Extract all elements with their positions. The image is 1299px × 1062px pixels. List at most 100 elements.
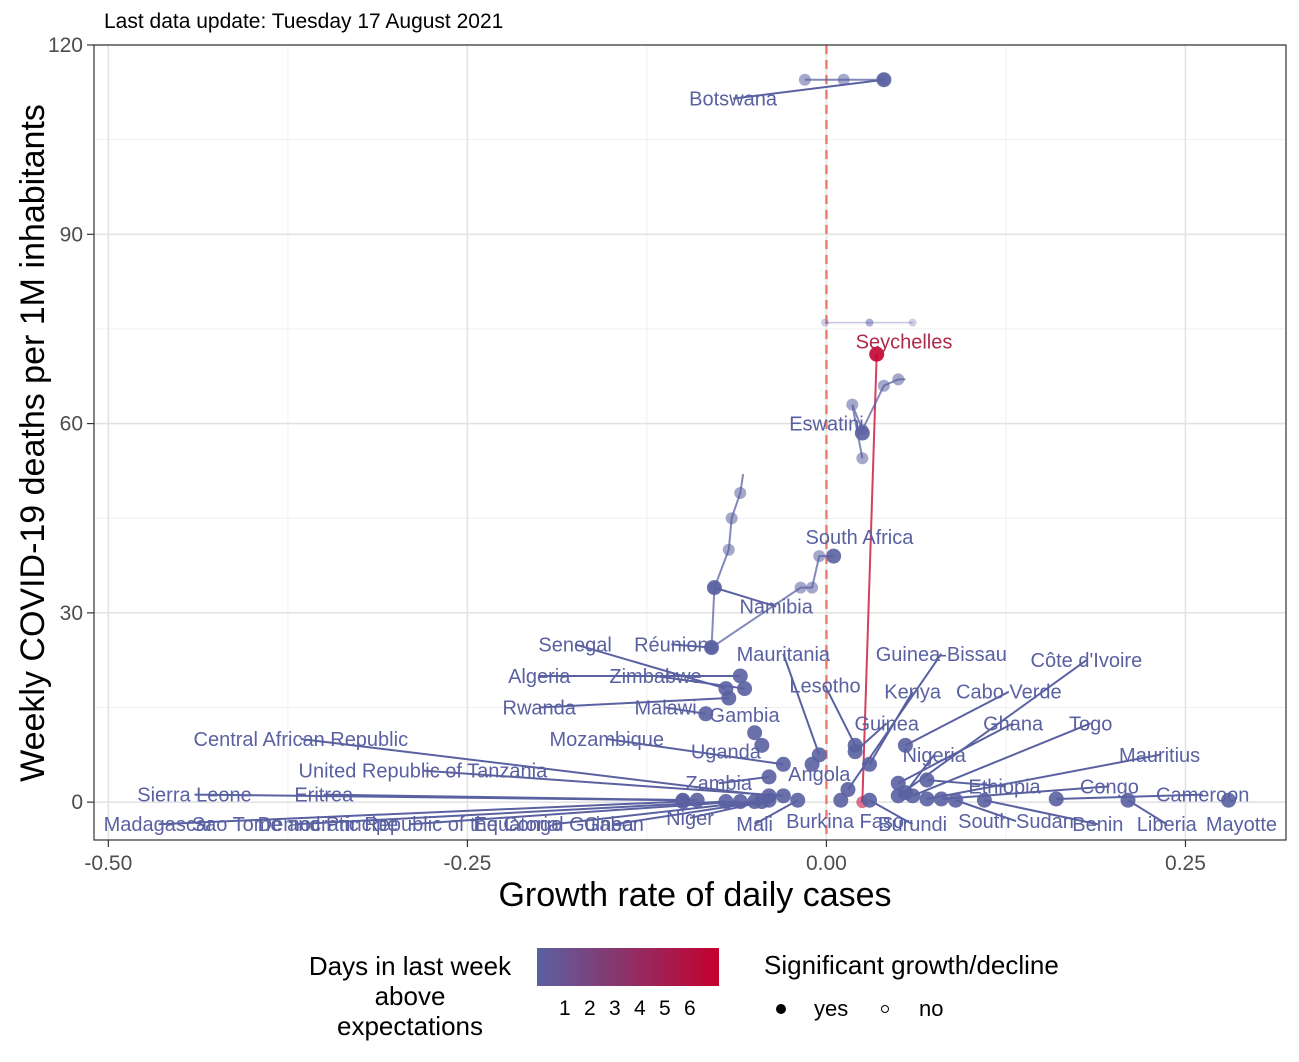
y-axis-title: Weekly COVID-19 deaths per 1M inhabitant… (14, 104, 52, 782)
x-tick-label: -0.25 (443, 852, 491, 875)
leader-line (295, 800, 726, 826)
country-label: Niger (666, 808, 714, 830)
data-point (698, 706, 714, 722)
country-label: Ethiopia (968, 776, 1041, 798)
country-label: Cameroon (1156, 785, 1249, 807)
trail-point (794, 581, 807, 594)
country-label: Nigeria (902, 745, 966, 767)
leader-line (539, 697, 729, 709)
leader-line (955, 799, 1017, 823)
data-point (976, 792, 992, 808)
label-layer: Botswana Seychelles Eswatini South Africa Na… (104, 89, 1277, 837)
color-legend-tick: 3 (609, 997, 621, 1020)
leader-line (869, 799, 914, 826)
data-point (732, 794, 748, 810)
color-legend-title: Days in last week above expectations (280, 951, 540, 1041)
open-dot-icon (881, 1005, 889, 1013)
leader-line (926, 779, 1005, 788)
leader-line (824, 684, 857, 746)
country-label: Burkina Faso (786, 811, 904, 833)
country-label: Madagascar (104, 814, 214, 836)
shape-legend-title: Significant growth/decline (764, 950, 1059, 980)
leader-line (574, 643, 727, 690)
trail-point (798, 73, 811, 86)
data-point (826, 548, 842, 564)
data-point (704, 640, 720, 656)
country-label: Burundi (878, 814, 947, 836)
country-label: Mayotte (1206, 814, 1277, 836)
data-point (847, 744, 863, 760)
country-label: Liberia (1137, 814, 1198, 836)
leader-line (941, 785, 1110, 800)
leader-line (754, 799, 799, 826)
country-label: Eswatini (789, 414, 863, 436)
leader-line (912, 722, 1092, 797)
trail-point (856, 452, 869, 465)
trail-point (734, 486, 747, 499)
data-point (948, 792, 964, 808)
country-label: Mali (736, 814, 773, 836)
leader-line (606, 738, 784, 766)
leader-line (158, 800, 683, 826)
country-label: Malawi (634, 698, 696, 720)
data-point (854, 425, 870, 441)
y-tick-label: 90 (60, 223, 83, 246)
color-legend-tick: 4 (634, 997, 646, 1020)
country-label: Guinea-Bissau (876, 644, 1007, 666)
country-label: Zambia (685, 773, 753, 795)
y-tick-label: 0 (71, 791, 83, 814)
country-label: Guinea (855, 713, 920, 735)
country-label: Mauritania (737, 644, 831, 666)
trail-point-faded (865, 318, 874, 327)
shape-legend-yes: yes (814, 996, 849, 1021)
y-tick-label: 60 (60, 413, 83, 436)
color-legend-title-line: Days in last week (308, 951, 512, 981)
plot-frame (93, 44, 1287, 841)
country-label: Eritrea (294, 785, 354, 807)
data-point (862, 792, 878, 808)
country-label: Sierra Leone (137, 785, 252, 807)
shape-legend-no: no (919, 996, 944, 1021)
leader-layer (158, 78, 1203, 826)
trail-point (725, 512, 738, 525)
legend: Days in last week above expectations (0, 945, 1299, 1062)
data-point (897, 785, 913, 801)
trail-point-faded (908, 318, 917, 327)
data-point (775, 788, 791, 804)
country-label: Togo (1069, 713, 1112, 735)
trail-point (837, 73, 850, 86)
country-label: Lesotho (789, 675, 860, 697)
y-tick-label: 30 (60, 602, 83, 625)
data-point (737, 681, 753, 697)
data-point (1120, 792, 1136, 808)
leader-line (718, 775, 770, 785)
data-point (747, 725, 763, 741)
leader-line (984, 799, 1099, 826)
country-label: Congo (1080, 776, 1139, 798)
trail-point (722, 543, 735, 556)
leader-line (897, 722, 1014, 785)
country-label: Equatorial Guinea (474, 814, 635, 836)
data-point (876, 72, 892, 88)
color-legend-tick: 6 (684, 997, 696, 1020)
trail-point-faded (865, 318, 874, 327)
country-label: Senegal (538, 634, 611, 656)
data-point (862, 756, 878, 772)
data-point (689, 792, 705, 808)
country-label: Réunion (634, 634, 709, 656)
country-label: Uganda (691, 742, 762, 764)
leader-line (422, 769, 784, 797)
axis-layer: -0.50 -0.25 0.00 0.25 0 30 60 90 120 (48, 34, 1206, 875)
data-point (721, 690, 737, 706)
country-label: South Sudan (958, 811, 1074, 833)
country-label: Sao Tome and Principe (192, 814, 398, 836)
country-label: Côte d'Ivoire (1031, 650, 1143, 672)
data-point (933, 791, 949, 807)
data-point (919, 772, 935, 788)
trail-point (877, 379, 890, 392)
data-point (1048, 791, 1064, 807)
color-legend-tick: 2 (584, 997, 596, 1020)
chart-svg: Last data update: Tuesday 17 August 2021… (14, 10, 1287, 914)
data-point (804, 756, 820, 772)
color-legend-tick: 5 (659, 997, 671, 1020)
